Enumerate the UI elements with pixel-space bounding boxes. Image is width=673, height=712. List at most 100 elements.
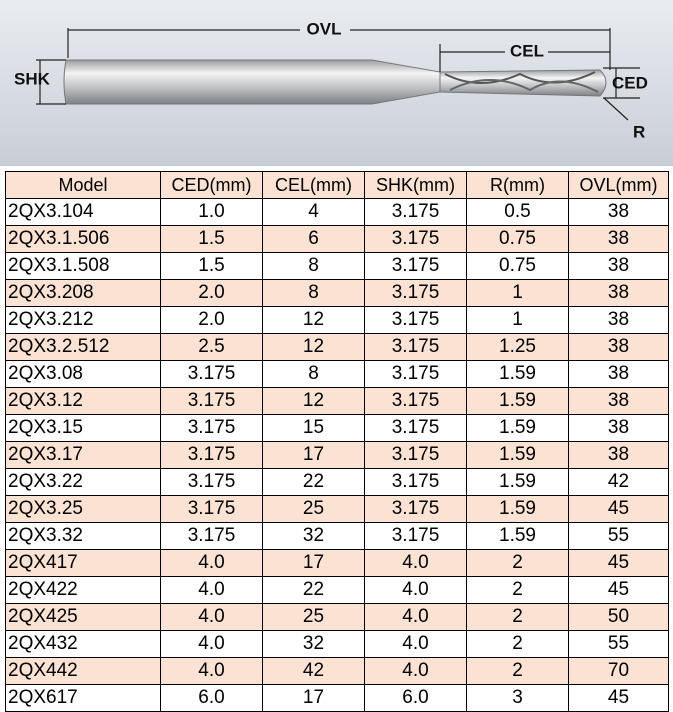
cell: 3.175	[160, 414, 263, 442]
cell: 4.0	[364, 576, 467, 604]
cell: 2QX3.12	[5, 387, 161, 415]
table-row: 2QX3.1.508 1.5 8 3.175 0.75 38	[5, 252, 669, 280]
cell: 3.175	[364, 306, 467, 334]
cell: 2QX3.22	[5, 468, 161, 496]
cell: 4.0	[364, 657, 467, 685]
cell: Model	[5, 171, 161, 199]
cell: 1.59	[466, 522, 569, 550]
cell: 2QX425	[5, 603, 161, 631]
end-mill	[63, 59, 607, 105]
cell: 3.175	[160, 387, 263, 415]
table-row: 2QX3.32 3.175 32 3.175 1.59 55	[5, 522, 669, 550]
cell: 4.0	[160, 630, 263, 658]
cell: 2QX3.15	[5, 414, 161, 442]
cell: 3.175	[160, 441, 263, 469]
cell: 8	[262, 279, 365, 307]
cell: 25	[262, 603, 365, 631]
cell: 2	[466, 630, 569, 658]
cell: 2QX617	[5, 684, 161, 712]
cell: 2QX3.25	[5, 495, 161, 523]
cell: 6.0	[160, 684, 263, 712]
table-row: 2QX3.208 2.0 8 3.175 1 38	[5, 279, 669, 307]
cell: 50	[568, 603, 669, 631]
cell: 2QX3.208	[5, 279, 161, 307]
cell: 1.5	[160, 252, 263, 280]
table-row: 2QX417 4.0 17 4.0 2 45	[5, 549, 669, 577]
cell: 2QX3.1.508	[5, 252, 161, 280]
cell: 1.5	[160, 225, 263, 253]
cell: 8	[262, 360, 365, 388]
cell: 22	[262, 576, 365, 604]
table-row: 2QX3.22 3.175 22 3.175 1.59 42	[5, 468, 669, 496]
cell: 4.0	[364, 630, 467, 658]
cell: 3.175	[160, 360, 263, 388]
shk-label: SHK	[14, 69, 51, 88]
cell: 6.0	[364, 684, 467, 712]
cell: 22	[262, 468, 365, 496]
table-row: 2QX3.12 3.175 12 3.175 1.59 38	[5, 387, 669, 415]
cell: 8	[262, 252, 365, 280]
tool-diagram: OVL CEL SHK CED R	[0, 0, 673, 166]
cell: 1.59	[466, 360, 569, 388]
cell: 3.175	[364, 252, 467, 280]
cell: 38	[568, 414, 669, 442]
cel-label: CEL	[510, 41, 544, 60]
cell: 3.175	[364, 387, 467, 415]
cell: 3.175	[364, 522, 467, 550]
cell: 32	[262, 522, 365, 550]
cell: 2.0	[160, 306, 263, 334]
cell: 38	[568, 198, 669, 226]
cell: 2QX3.08	[5, 360, 161, 388]
cell: 3.175	[364, 468, 467, 496]
cell: 1.0	[160, 198, 263, 226]
cell: 25	[262, 495, 365, 523]
cell: 3.175	[364, 414, 467, 442]
cell: 1	[466, 306, 569, 334]
table-row: 2QX3.212 2.0 12 3.175 1 38	[5, 306, 669, 334]
table-row: 2QX425 4.0 25 4.0 2 50	[5, 603, 669, 631]
cell: 2	[466, 549, 569, 577]
cell: 15	[262, 414, 365, 442]
cell: 3.175	[160, 522, 263, 550]
cell: 4.0	[160, 657, 263, 685]
table-row: 2QX3.17 3.175 17 3.175 1.59 38	[5, 441, 669, 469]
table-row: 2QX3.2.512 2.5 12 3.175 1.25 38	[5, 333, 669, 361]
cell: CEL(mm)	[262, 171, 365, 199]
cell: 45	[568, 684, 669, 712]
cell: 2	[466, 603, 569, 631]
cell: 38	[568, 306, 669, 334]
cell: 17	[262, 441, 365, 469]
cell: 45	[568, 495, 669, 523]
cell: 2QX3.2.512	[5, 333, 161, 361]
r-label: R	[633, 122, 645, 141]
cell: 0.5	[466, 198, 569, 226]
cell: 2	[466, 576, 569, 604]
cell: 32	[262, 630, 365, 658]
table-row: 2QX3.25 3.175 25 3.175 1.59 45	[5, 495, 669, 523]
cell: 2QX3.212	[5, 306, 161, 334]
cell: 38	[568, 225, 669, 253]
table-row: 2QX3.08 3.175 8 3.175 1.59 38	[5, 360, 669, 388]
cell: 1.59	[466, 441, 569, 469]
cell: 4.0	[364, 549, 467, 577]
cell: 2QX422	[5, 576, 161, 604]
cell: 2	[466, 657, 569, 685]
cell: 1.59	[466, 468, 569, 496]
cell: 70	[568, 657, 669, 685]
cell: 2QX3.32	[5, 522, 161, 550]
cell: 3.175	[364, 495, 467, 523]
cell: 3.175	[364, 441, 467, 469]
cell: 2.5	[160, 333, 263, 361]
cell: 1.25	[466, 333, 569, 361]
cell: 3.175	[364, 225, 467, 253]
cell: 2QX3.17	[5, 441, 161, 469]
cell: 12	[262, 333, 365, 361]
cell: 1.59	[466, 414, 569, 442]
cell: 38	[568, 279, 669, 307]
cell: 38	[568, 252, 669, 280]
cell: 3	[466, 684, 569, 712]
cell: 3.175	[160, 495, 263, 523]
cell: 17	[262, 549, 365, 577]
table-row: 2QX442 4.0 42 4.0 2 70	[5, 657, 669, 685]
